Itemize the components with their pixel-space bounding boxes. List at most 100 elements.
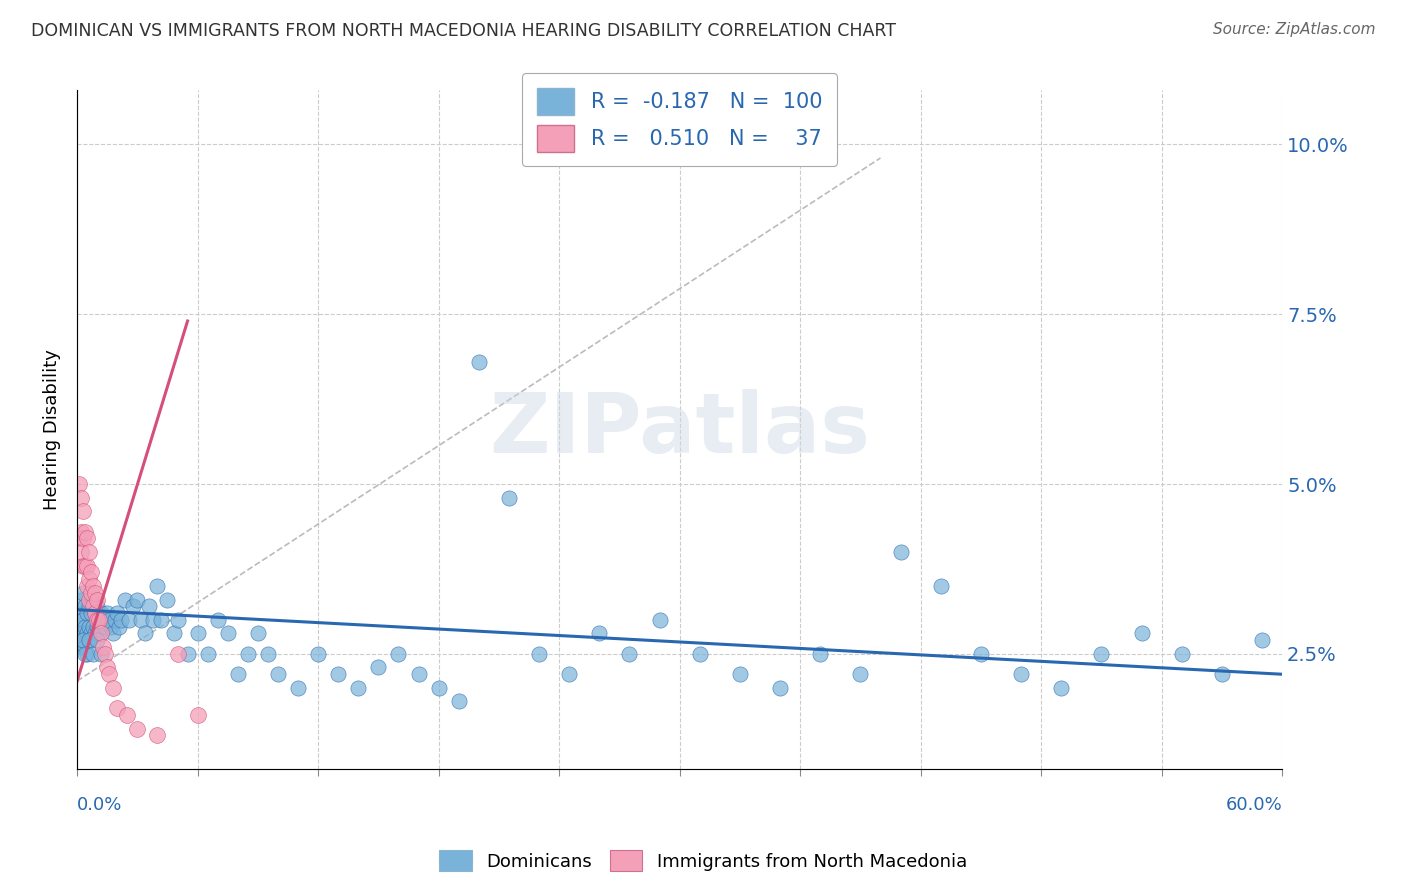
Point [90, 626, 112, 640]
Point [1171, 647, 1194, 661]
Point [75, 558, 97, 573]
Point [76, 579, 98, 593]
Point [246, 626, 269, 640]
Point [267, 667, 290, 681]
Point [75, 640, 97, 654]
Point [527, 647, 550, 661]
Point [72, 633, 94, 648]
Point [90, 647, 112, 661]
Point [84, 606, 107, 620]
Point [100, 620, 122, 634]
Point [72, 532, 94, 546]
Point [96, 660, 118, 674]
Point [1251, 633, 1274, 648]
Point [96, 606, 118, 620]
Point [72, 558, 94, 573]
Point [108, 620, 131, 634]
Point [70, 592, 93, 607]
Point [970, 647, 993, 661]
Point [187, 626, 209, 640]
Point [156, 592, 179, 607]
Text: ZIPatlas: ZIPatlas [489, 389, 870, 470]
Point [769, 681, 792, 695]
Point [82, 599, 104, 614]
Point [80, 626, 103, 640]
Point [70, 491, 93, 505]
Point [77, 633, 100, 648]
Point [86, 633, 108, 648]
Point [498, 491, 520, 505]
Point [1211, 667, 1233, 681]
Point [226, 667, 249, 681]
Point [67, 606, 90, 620]
Point [648, 613, 671, 627]
Point [103, 681, 125, 695]
Point [166, 613, 188, 627]
Point [82, 592, 104, 607]
Point [76, 647, 98, 661]
Point [80, 606, 103, 620]
Point [142, 613, 165, 627]
Point [122, 599, 145, 614]
Point [72, 613, 94, 627]
Point [447, 694, 470, 708]
Point [76, 626, 98, 640]
Point [1010, 667, 1032, 681]
Point [84, 606, 107, 620]
Legend: Dominicans, Immigrants from North Macedonia: Dominicans, Immigrants from North Macedo… [432, 843, 974, 879]
Point [77, 592, 100, 607]
Point [127, 592, 149, 607]
Point [1130, 626, 1153, 640]
Point [72, 633, 94, 648]
Legend: R =  -0.187   N =  100, R =   0.510   N =    37: R = -0.187 N = 100, R = 0.510 N = 37 [522, 73, 837, 167]
Point [90, 606, 112, 620]
Point [197, 647, 219, 661]
Point [86, 592, 108, 607]
Point [162, 626, 184, 640]
Point [367, 660, 389, 674]
Point [84, 626, 107, 640]
Point [94, 620, 117, 634]
Text: DOMINICAN VS IMMIGRANTS FROM NORTH MACEDONIA HEARING DISABILITY CORRELATION CHAR: DOMINICAN VS IMMIGRANTS FROM NORTH MACED… [31, 22, 896, 40]
Point [728, 667, 751, 681]
Point [150, 613, 173, 627]
Point [67, 477, 90, 491]
Point [558, 667, 581, 681]
Text: 0.0%: 0.0% [77, 796, 122, 814]
Point [257, 647, 280, 661]
Point [1090, 647, 1112, 661]
Point [890, 545, 912, 559]
Point [77, 545, 100, 559]
Point [86, 620, 108, 634]
Point [86, 613, 108, 627]
Point [70, 545, 93, 559]
Point [307, 647, 329, 661]
Point [70, 613, 93, 627]
Point [77, 572, 100, 586]
Point [98, 667, 121, 681]
Point [187, 708, 209, 723]
Point [76, 606, 98, 620]
Point [114, 592, 136, 607]
Point [72, 626, 94, 640]
Point [77, 620, 100, 634]
Point [77, 599, 100, 614]
Point [117, 708, 139, 723]
Point [70, 626, 93, 640]
Point [146, 579, 169, 593]
Point [118, 613, 141, 627]
Point [134, 626, 156, 640]
Point [82, 647, 104, 661]
Point [849, 667, 872, 681]
Point [104, 613, 127, 627]
Point [131, 613, 153, 627]
Point [94, 647, 117, 661]
Point [89, 613, 111, 627]
Point [110, 613, 132, 627]
Point [929, 579, 952, 593]
Point [91, 640, 114, 654]
Point [217, 626, 239, 640]
Point [72, 585, 94, 599]
Point [105, 606, 128, 620]
Point [689, 647, 711, 661]
